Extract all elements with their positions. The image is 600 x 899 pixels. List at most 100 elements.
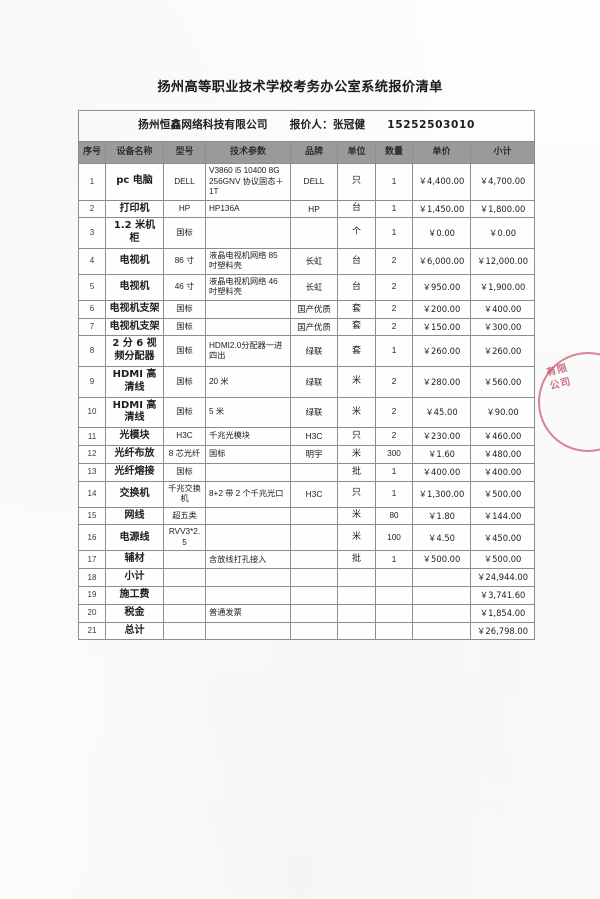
row-index: 11 [78,427,106,447]
row-model [163,568,206,588]
row-device-name: 光纤熔接 [105,462,164,482]
row-device-name: 辅材 [105,550,164,570]
header-brand: 品牌 [290,141,338,164]
row-brand: H3C [290,480,338,508]
table-row: 5 电视机 46 寸液晶电视机网络 46 吋塑料壳 长虹台 2 ￥950.00 ￥1,900… [78,273,536,301]
row-spec: 液晶电视机网络 46 吋塑料壳 [205,273,291,301]
row-quantity: 100 [375,524,413,552]
row-subtotal: ￥1,800.00 [469,199,536,219]
row-unit: 只 [337,163,376,201]
company-info-row: 扬州恒鑫网络科技有限公司 报价人：张冠健 15252503010 [77,110,536,142]
row-index: 6 [78,299,106,319]
quotation-table: 扬州恒鑫网络科技有限公司 报价人：张冠健 15252503010 序号 设备名称… [77,110,536,641]
row-model: 国标 [163,335,206,368]
table-row: 7 电视机支架 国标 国产优质套 2 ￥150.00 ￥300.00 [78,317,536,337]
row-unit-price: ￥6,000.00 [412,247,471,275]
row-model: 国标 [163,366,206,398]
row-subtotal: ￥144.00 [469,506,536,526]
row-unit-price: ￥150.00 [412,317,471,337]
row-device-name: 光模块 [105,427,164,447]
row-index: 9 [78,366,106,398]
row-unit-price [412,568,471,588]
row-spec [205,299,291,319]
row-spec: 千兆光模块 [205,427,291,447]
row-quantity: 1 [375,335,413,368]
row-spec [205,462,291,482]
row-index: 5 [78,273,106,301]
row-quantity: 1 [375,163,413,201]
row-model: RVV3*2.5 [163,524,206,552]
row-model: 46 寸 [163,273,206,301]
row-device-name: 交换机 [105,480,164,508]
table-row: 18 小计 ￥24,944.00 [78,568,536,588]
row-unit: 批 [337,550,376,570]
row-subtotal: ￥480.00 [469,445,536,464]
table-row: 13 光纤熔接 国标批 1 ￥400.00 ￥400.00 [78,462,536,482]
row-subtotal: ￥460.00 [469,427,536,447]
row-subtotal: ￥4,700.00 [469,163,536,201]
table-row: 15 网线 超五类 米 80 ￥1.80 ￥144.00 [78,506,536,526]
row-quantity: 2 [375,273,413,301]
row-subtotal: ￥500.00 [469,550,536,570]
table-row: 17 辅材 含放线打孔接入批 1 ￥500.00 ￥500.00 [78,550,536,570]
row-unit-price: ￥950.00 [412,273,471,301]
header-price: 单价 [412,141,471,164]
company-info-cell: 扬州恒鑫网络科技有限公司 报价人：张冠健 15252503010 [77,110,536,142]
row-brand [290,524,338,552]
table-row: 3 1.2 米机柜 国标个 1 ￥0.00 ￥0.00 [78,217,536,249]
row-spec [205,524,291,552]
row-spec: 普通发票 [205,603,291,623]
table-row: 6 电视机支架 国标 国产优质套 2 ￥200.00 ￥400.00 [78,299,536,319]
header-subtotal: 小计 [469,141,536,164]
row-unit-price: ￥1,300.00 [412,480,471,508]
row-model: 国标 [163,317,206,337]
row-brand [290,506,338,526]
quoter-name: 报价人：张冠健 [289,119,366,132]
row-unit: 台 [337,199,376,219]
table-header-row: 序号 设备名称 型号 技术参数 品牌 单位 数量 单价 小计 [78,141,536,164]
row-unit-price: ￥230.00 [412,427,471,447]
row-unit: 套 [337,335,376,368]
row-subtotal: ￥12,000.00 [469,247,536,275]
row-model: HP [163,199,206,219]
row-quantity: 80 [375,506,413,526]
row-brand [290,568,338,588]
row-unit-price: ￥45.00 [412,396,471,429]
table-row: 10 HDMI 高清线 国标 5 米绿联米 2 ￥45.00 ￥90.00 [78,396,536,429]
row-quantity: 1 [375,550,413,570]
row-device-name: 光纤布放 [105,445,164,464]
row-device-name: 税金 [105,603,164,623]
table-row: 9 HDMI 高清线 国标 20 米绿联米 2 ￥280.00 ￥560.00 [78,366,536,398]
row-model [163,621,206,641]
contact-phone: 15252503010 [387,119,475,132]
row-device-name: 电视机 [105,247,164,275]
row-quantity: 2 [375,317,413,337]
row-device-name: 小计 [105,568,164,588]
row-unit [337,621,376,641]
table-row: 14 交换机 千兆交换机 8+2 带 2 个千兆光口 H3C 只 1 ￥1,300.00 ￥50… [78,480,536,508]
row-model: 8 芯光纤 [163,445,206,464]
table-row: 12 光纤布放 8 芯光纤 国标 明宇米 300 ￥1.60 ￥480.00 [78,445,536,464]
row-spec [205,621,291,641]
row-quantity: 2 [375,427,413,447]
header-index: 序号 [78,141,106,164]
row-index: 1 [78,163,106,201]
row-quantity [375,603,413,623]
row-model: DELL [163,163,206,201]
table-row: 16 电源线 RVV3*2.5 米 100 ￥4.50 ￥450.00 [78,524,536,552]
row-subtotal: ￥260.00 [469,335,536,368]
row-index: 21 [78,621,106,641]
company-seal-icon [538,352,600,452]
row-quantity: 2 [375,247,413,275]
row-spec [205,568,291,588]
row-unit: 个 [337,217,376,249]
row-model: 国标 [163,462,206,482]
row-quantity [375,586,413,605]
row-index: 4 [78,247,106,275]
row-index: 8 [78,335,106,368]
row-unit-price: ￥0.00 [412,217,471,249]
row-spec: 液晶电视机网络 85 吋塑料壳 [205,247,291,275]
row-index: 7 [78,317,106,337]
